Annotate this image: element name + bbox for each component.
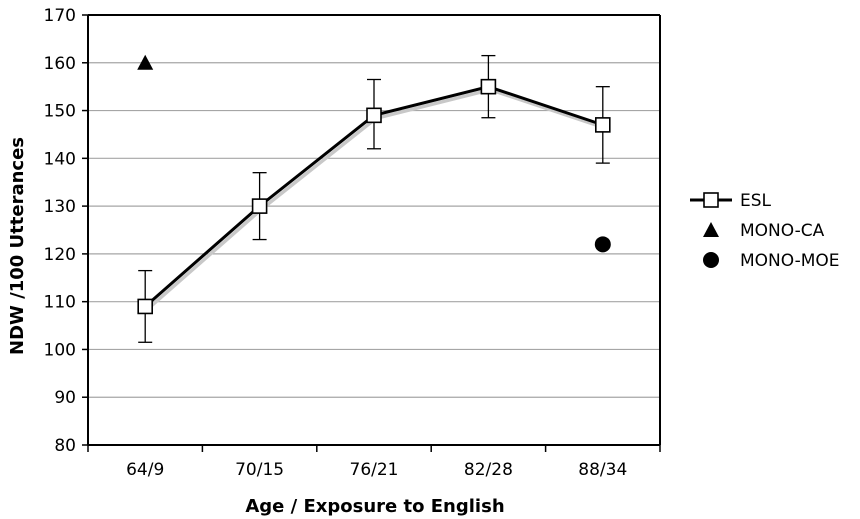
legend-mono-moe-marker (703, 252, 719, 268)
y-tick-label-100: 100 (44, 340, 76, 360)
legend-mono-ca-marker (703, 222, 719, 237)
esl-marker-4 (594, 117, 611, 133)
legend-esl-marker (703, 192, 719, 208)
y-tick-label-150: 150 (44, 102, 76, 122)
esl-marker-2 (366, 107, 382, 124)
esl-marker-0 (137, 298, 153, 315)
y-tick-label-130: 130 (44, 197, 76, 217)
legend-mono-ca-label: MONO-CA (740, 221, 825, 241)
y-tick-label-170: 170 (44, 6, 76, 26)
y-tick-labels: 80 90 100 110 120 130 140 150 160 170 (44, 6, 76, 456)
x-tick-label-64-9: 64/9 (126, 460, 164, 480)
x-tick-label-82-28: 82/28 (464, 460, 513, 480)
legend-mono-moe-label: MONO-MOE (740, 251, 840, 271)
y-tick-label-80: 80 (54, 436, 76, 456)
y-tick-label-140: 140 (44, 149, 76, 169)
mono-ca-marker-0 (137, 54, 154, 70)
x-tick-labels: 64/9 70/15 76/21 82/28 88/34 (126, 460, 627, 480)
esl-marker-3 (480, 78, 497, 95)
plot-series (137, 54, 611, 343)
y-tick-label-160: 160 (44, 54, 76, 74)
legend-esl-label: ESL (740, 191, 772, 211)
legend: ESL MONO-CA MONO-MOE (690, 191, 840, 271)
y-tick-label-120: 120 (44, 245, 76, 265)
axes (82, 14, 661, 452)
x-axis-title: Age / Exposure to English (245, 496, 504, 517)
x-tick-label-70-15: 70/15 (235, 460, 284, 480)
y-axis-title: NDW /100 Utterances (7, 137, 28, 355)
y-tick-label-110: 110 (44, 293, 76, 313)
gridlines (88, 62, 660, 398)
mono-moe-marker-0 (594, 236, 611, 253)
y-tick-label-90: 90 (54, 388, 76, 408)
x-tick-label-88-34: 88/34 (578, 460, 627, 480)
esl-marker-1 (251, 198, 268, 214)
x-tick-label-76-21: 76/21 (350, 460, 399, 480)
